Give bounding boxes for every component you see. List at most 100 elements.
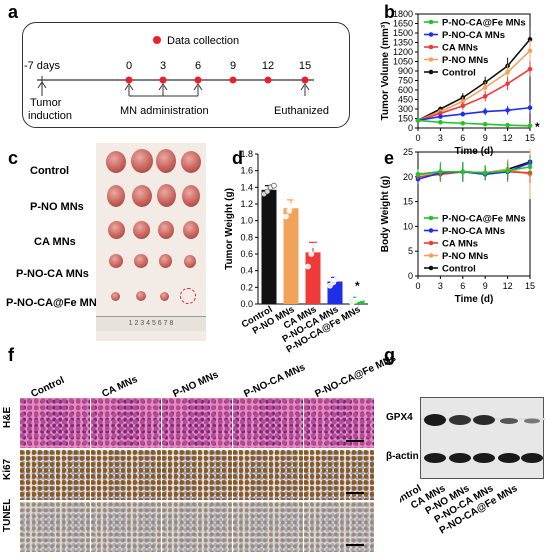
row-label-pno: P-NO MNs xyxy=(30,201,84,213)
significance-mark: * xyxy=(355,279,360,293)
row-label-pnocafe: P-NO-CA@Fe MNs xyxy=(6,297,103,309)
data-point xyxy=(482,121,488,127)
data-point xyxy=(482,94,488,99)
timeline-panel xyxy=(22,22,350,128)
tumor-photograph: 1 2 3 4 5 6 7 8 xyxy=(96,143,206,341)
y-tick-label: 1500 xyxy=(393,28,413,38)
timeline-day-label: 3 xyxy=(160,60,166,72)
missing-tumor-marker xyxy=(180,288,196,304)
plot-frame xyxy=(417,151,531,277)
y-tick-label: 0.2 xyxy=(240,282,253,292)
panel-label-d: d xyxy=(232,148,243,168)
actin-band xyxy=(498,453,520,463)
bar xyxy=(261,189,277,304)
actin-band xyxy=(449,453,471,463)
tumor xyxy=(184,255,196,268)
histology-image xyxy=(233,398,303,448)
histology-image xyxy=(162,502,232,552)
legend-marker xyxy=(428,228,434,233)
tumor xyxy=(183,221,199,239)
legend-marker xyxy=(428,57,434,62)
legend-marker xyxy=(428,253,434,258)
x-tick-label: 3 xyxy=(438,281,443,291)
band-label-gpx4: GPX4 xyxy=(386,412,413,423)
tumor xyxy=(109,254,123,268)
y-tick-label: 15 xyxy=(403,197,413,207)
y-tick-label: 600 xyxy=(398,85,413,95)
data-point xyxy=(505,168,510,174)
y-tick-label: 1.0 xyxy=(240,216,253,226)
panel-label-c: c xyxy=(8,148,19,168)
timeline-day-label: -7 days xyxy=(24,60,61,72)
scale-bar xyxy=(346,492,364,494)
bar xyxy=(305,252,321,304)
tumor-weight-chart: 0.0 0.2 0.4 0.6 0.8 1.0 1.2 1.4 1.6 1.8 Tumor Weig… xyxy=(224,149,368,355)
y-tick-label: 0.8 xyxy=(240,232,253,242)
y-tick-label: 1.2 xyxy=(240,199,253,209)
timeline-dot xyxy=(159,76,167,84)
x-tick-label: 12 xyxy=(503,133,513,143)
panel-label-b: b xyxy=(384,2,395,22)
legend-marker xyxy=(428,215,434,221)
legend-label: Control xyxy=(442,68,476,79)
band-label-actin: β-actin xyxy=(386,451,419,462)
timeline-dot xyxy=(125,76,133,84)
data-point xyxy=(527,164,533,170)
histology-row-label: TUNEL xyxy=(2,498,13,532)
legend-label: CA MNs xyxy=(442,43,478,54)
timeline-day-label: 9 xyxy=(230,60,236,72)
x-axis-title: Time (d) xyxy=(455,294,494,305)
histology-column-label: CA MNs xyxy=(100,373,140,400)
data-point xyxy=(482,85,488,90)
histology-column-label: Control xyxy=(29,375,67,400)
histology-row-label: Ki67 xyxy=(2,458,13,480)
tumor xyxy=(156,149,176,173)
x-tick-label: 15 xyxy=(525,133,535,143)
y-tick-label: 1.6 xyxy=(240,166,253,176)
data-point xyxy=(505,107,510,113)
bar xyxy=(283,208,299,304)
y-tick-label: 25 xyxy=(403,148,413,157)
gpx4-band xyxy=(524,418,540,424)
actin-band xyxy=(521,453,543,463)
ruler: 1 2 3 4 5 6 7 8 xyxy=(96,316,206,331)
data-point xyxy=(460,111,466,117)
tumor xyxy=(133,221,150,239)
blot-bands xyxy=(421,414,545,463)
data-point xyxy=(438,114,443,119)
data-point xyxy=(460,99,466,104)
legend-dot-icon xyxy=(153,36,161,44)
y-tick-label: 150 xyxy=(398,114,413,124)
significance-mark: * xyxy=(535,120,540,134)
tumor xyxy=(134,254,148,268)
row-label-ca: CA MNs xyxy=(34,236,76,248)
histology-image xyxy=(91,450,161,500)
y-tick-label: 1650 xyxy=(393,19,413,29)
legend-label: P-NO MNs xyxy=(442,251,488,262)
legend-marker xyxy=(428,19,434,25)
y-axis-title: Tumor Weight (g) xyxy=(224,188,235,270)
series-line xyxy=(417,38,531,122)
histology-column-label: P-NO MNs xyxy=(171,369,221,400)
timeline-legend: Data collection xyxy=(167,35,239,47)
replicate-point xyxy=(358,295,365,302)
scale-bar xyxy=(346,440,364,442)
x-tick-label: 9 xyxy=(483,281,488,291)
data-point xyxy=(527,48,533,54)
data-point xyxy=(527,37,533,42)
tumor xyxy=(158,221,174,239)
x-tick-label: 0 xyxy=(415,133,420,143)
row-label-control: Control xyxy=(30,165,70,177)
y-tick-label: 5 xyxy=(408,246,413,256)
y-tick-label: 1.4 xyxy=(240,182,253,192)
y-tick-label: 0 xyxy=(408,123,413,133)
y-tick-label: 20 xyxy=(403,172,413,182)
euthanized-label: Euthanized xyxy=(274,105,329,117)
actin-band xyxy=(424,453,446,463)
replicate-point xyxy=(289,202,296,209)
x-tick-label: 0 xyxy=(415,281,420,291)
data-point xyxy=(438,111,443,116)
x-tick-label: 15 xyxy=(525,281,535,291)
euthanized-arrow-icon xyxy=(300,83,310,96)
replicate-point xyxy=(293,196,299,202)
